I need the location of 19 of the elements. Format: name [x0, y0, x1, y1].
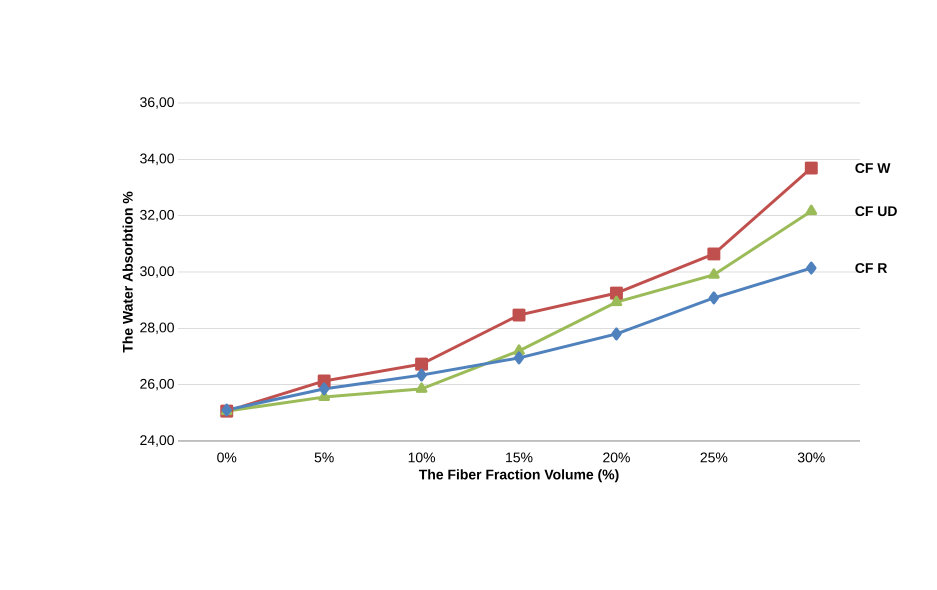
y-tick-label: 28,00 — [140, 322, 174, 334]
y-tick-label: 30,00 — [140, 266, 174, 278]
x-tick-label: 10% — [408, 452, 436, 462]
x-tick-label: 15% — [506, 452, 532, 462]
x-axis-title: The Fiber Fraction Volume (%) — [418, 469, 619, 482]
text: CF UD — [855, 206, 897, 216]
y-tick-label: 32,00 — [140, 210, 174, 222]
y-axis-title: The Water Absorbtion % — [122, 192, 133, 353]
y-tick-label: 24,00 — [140, 435, 174, 447]
x-tick-label: 25% — [700, 452, 728, 462]
x-tick-label: 0% — [217, 452, 236, 462]
y-tick-label: 26,00 — [140, 378, 174, 390]
x-tick-label: 30% — [798, 452, 825, 462]
x-tick-label: 5% — [314, 452, 334, 462]
y-tick-label: 36,00 — [140, 97, 174, 109]
text: CF W — [855, 163, 890, 173]
text: CF R — [855, 263, 888, 273]
x-tick-label: 20% — [603, 452, 630, 462]
y-tick-label: 34,00 — [140, 154, 174, 166]
